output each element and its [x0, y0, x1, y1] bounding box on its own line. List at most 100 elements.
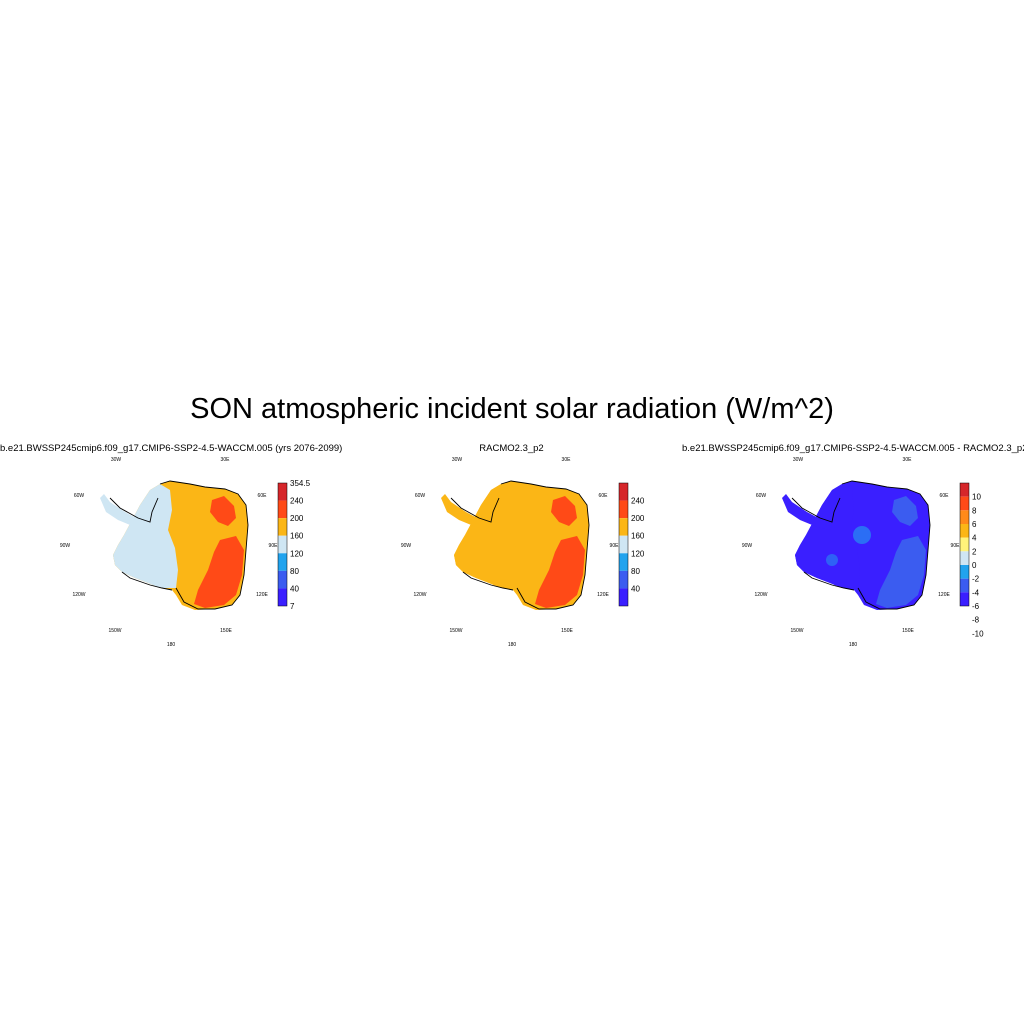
longitude-label: 90W: [60, 543, 71, 549]
colorbar-label: 240: [631, 497, 645, 506]
colorbar-label: 354.5: [290, 479, 311, 488]
colorbar-label: -6: [972, 602, 980, 611]
longitude-label: 120W: [413, 592, 426, 598]
coastline: [450, 480, 590, 610]
colorbar-swatch: [960, 483, 969, 497]
high-value-region: [535, 536, 585, 608]
colorbar-swatch: [278, 483, 287, 501]
colorbar-swatch: [960, 551, 969, 565]
colorbar-swatch: [278, 535, 287, 554]
colorbar-frame: [277, 482, 288, 607]
colorbar-swatch: [960, 537, 969, 552]
colorbar-swatch: [960, 496, 969, 511]
colorbar-frame: [618, 482, 629, 607]
map-plot: 30W 30E 60W 60E 90W 90E 120W 120E 150W 150E 180 10 8…: [742, 457, 984, 648]
colorbar-label: -4: [972, 588, 980, 597]
colorbar-swatch: [278, 518, 287, 536]
map-plot: 30W 30E 60W 60E 90W 90E 120W 120E 150W 150E 180 354…: [60, 457, 311, 648]
colorbar-label: -2: [972, 575, 980, 584]
figure-title: SON atmospheric incident solar radiation…: [190, 393, 834, 425]
longitude-label: 120E: [597, 592, 609, 598]
colorbar-swatch: [960, 524, 969, 538]
colorbar-label: 8: [972, 506, 977, 515]
longitude-label: 90W: [742, 543, 753, 549]
colorbar-label: 200: [631, 514, 645, 523]
colorbar-label: 0: [972, 561, 977, 570]
panel-difference: b.e21.BWSSP245cmip6.f09_g17.CMIP6-SSP2-4…: [682, 443, 1024, 653]
longitude-label: 30E: [562, 457, 572, 463]
colorbar-label: 120: [290, 549, 304, 558]
coastline: [109, 480, 249, 610]
longitude-label: 120W: [754, 592, 767, 598]
panel-racmo: RACMO2.3_p2 30W 30E 60W 60E 90W 90E 120W 120E 15…: [341, 443, 682, 653]
colorbar-label: 200: [290, 514, 304, 523]
longitude-label: 60E: [940, 493, 950, 499]
longitude-label: 180: [167, 642, 176, 648]
colorbar-label: 7: [290, 602, 295, 611]
longitude-label: 90W: [401, 543, 412, 549]
colorbar-swatch: [278, 500, 287, 519]
longitude-label: 180: [849, 642, 858, 648]
longitude-label: 60E: [599, 493, 609, 499]
longitude-label: 90E: [951, 543, 961, 549]
colorbar-swatch: [619, 553, 628, 571]
light-anomaly-region: [853, 526, 871, 544]
panel-title: b.e21.BWSSP245cmip6.f09_g17.CMIP6-SSP2-4…: [0, 443, 343, 454]
longitude-label: 180: [508, 642, 517, 648]
colorbar-label: 40: [631, 584, 640, 593]
longitude-label: 150E: [561, 628, 573, 634]
colorbar-swatch: [278, 553, 287, 571]
high-value-region: [876, 536, 926, 608]
high-value-region: [892, 496, 918, 526]
high-value-region: [210, 496, 236, 526]
longitude-label: 60W: [756, 493, 767, 499]
colorbar-label: 120: [631, 549, 645, 558]
colorbar-swatch: [960, 578, 969, 593]
colorbar-label: 160: [290, 532, 304, 541]
colorbar-swatch: [619, 588, 628, 606]
colorbar-swatch: [960, 510, 969, 524]
colorbar-label: 40: [290, 584, 299, 593]
colorbar-swatch: [619, 535, 628, 554]
colorbar-label: 80: [290, 567, 299, 576]
longitude-label: 30E: [903, 457, 913, 463]
longitude-label: 60W: [415, 493, 426, 499]
coastline: [791, 480, 931, 610]
longitude-label: 30W: [452, 457, 463, 463]
high-value-region: [194, 536, 244, 608]
longitude-label: 30E: [221, 457, 231, 463]
longitude-label: 60W: [74, 493, 85, 499]
west-antarctica-field: [113, 484, 178, 588]
colorbar-label: 240: [290, 497, 304, 506]
colorbar-label: -8: [972, 616, 980, 625]
colorbar-swatch: [619, 483, 628, 501]
colorbar-label: 4: [972, 534, 977, 543]
longitude-label: 120E: [938, 592, 950, 598]
colorbar-label: 160: [631, 532, 645, 541]
peninsula-field: [441, 494, 491, 530]
longitude-label: 60E: [258, 493, 268, 499]
peninsula-field: [100, 494, 150, 530]
colorbar-swatch: [619, 500, 628, 519]
colorbar-frame: [959, 482, 970, 607]
panel-title: b.e21.BWSSP245cmip6.f09_g17.CMIP6-SSP2-4…: [682, 443, 1024, 454]
panel-cesm: b.e21.BWSSP245cmip6.f09_g17.CMIP6-SSP2-4…: [0, 443, 343, 653]
longitude-label: 120W: [72, 592, 85, 598]
high-value-region: [551, 496, 577, 526]
colorbar-swatch: [960, 592, 969, 606]
west-antarctica-field: [454, 484, 519, 588]
longitude-label: 30W: [793, 457, 804, 463]
longitude-label: 90E: [610, 543, 620, 549]
peninsula-field: [782, 494, 832, 530]
longitude-label: 30W: [111, 457, 122, 463]
colorbar-label: 10: [972, 493, 981, 502]
longitude-label: 150E: [220, 628, 232, 634]
colorbar-label: 6: [972, 520, 977, 529]
colorbar-swatch: [278, 588, 287, 606]
longitude-label: 150W: [449, 628, 462, 634]
longitude-label: 150E: [902, 628, 914, 634]
light-anomaly-region: [826, 554, 838, 566]
colorbar-swatch: [619, 570, 628, 589]
longitude-label: 150W: [790, 628, 803, 634]
longitude-label: 90E: [269, 543, 279, 549]
